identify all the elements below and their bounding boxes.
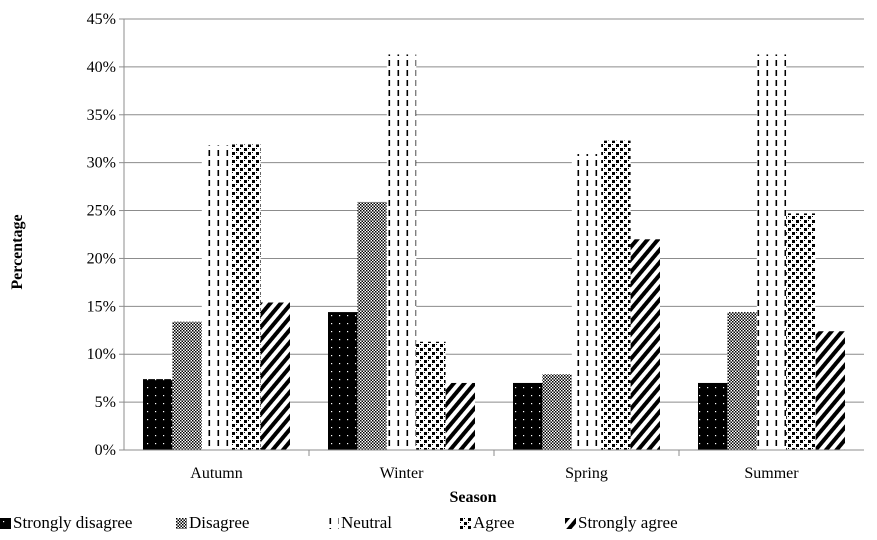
- bar-disagree-summer: [727, 312, 757, 450]
- legend-item-disagree: Disagree: [176, 513, 249, 533]
- bars: [143, 54, 845, 451]
- bar-agree-winter: [416, 341, 446, 450]
- bar-strongly-agree-autumn: [260, 302, 290, 450]
- x-tick-label: Autumn: [190, 465, 242, 482]
- legend-label: Agree: [473, 513, 515, 532]
- legend-swatch: [565, 517, 576, 529]
- legend-label: Disagree: [189, 513, 250, 532]
- bar-neutral-spring: [571, 154, 602, 450]
- bar-neutral-summer: [756, 54, 787, 451]
- bar-agree-spring: [601, 140, 631, 451]
- bar-strongly-disagree-spring: [513, 382, 543, 450]
- legend-item-strongly-disagree: Strongly disagree: [0, 513, 132, 533]
- y-tick-label: 45%: [87, 11, 116, 28]
- legend-swatch: [176, 517, 187, 529]
- legend-swatch: [328, 517, 339, 529]
- bar-strongly-agree-winter: [445, 382, 475, 450]
- x-tick-label: Winter: [380, 465, 424, 482]
- legend-label: Strongly disagree: [13, 513, 133, 532]
- legend-item-agree: Agree: [460, 513, 515, 533]
- chart: 0% 5% 10% 15% 20% 25% 30% 35% 40% 45% Autumn Winter…: [9, 11, 864, 506]
- bar-neutral-autumn: [201, 145, 232, 450]
- axes: 0% 5% 10% 15% 20% 25% 30% 35% 40% 45% Autumn Winter…: [87, 11, 864, 482]
- bar-strongly-agree-spring: [630, 239, 660, 450]
- y-tick-label: 15%: [87, 298, 116, 315]
- y-tick-label: 20%: [87, 250, 116, 267]
- y-tick-label: 5%: [95, 394, 116, 411]
- bar-strongly-agree-summer: [815, 331, 845, 450]
- legend-item-strongly-agree: Strongly agree: [565, 513, 678, 533]
- legend-swatch: [0, 517, 11, 529]
- legend-label: Neutral: [341, 513, 392, 532]
- bar-strongly-disagree-winter: [328, 312, 358, 450]
- x-tick-label: Summer: [744, 465, 799, 482]
- bar-agree-autumn: [231, 144, 261, 451]
- legend-item-neutral: Neutral: [328, 513, 392, 533]
- y-tick-label: 10%: [87, 346, 116, 363]
- bar-disagree-winter: [357, 201, 387, 450]
- y-tick-label: 0%: [95, 442, 116, 459]
- bar-disagree-autumn: [172, 321, 202, 450]
- y-tick-label: 35%: [87, 107, 116, 124]
- x-tick-label: Spring: [565, 465, 608, 482]
- y-tick-label: 30%: [87, 155, 116, 172]
- bar-strongly-disagree-summer: [698, 382, 728, 450]
- bar-strongly-disagree-autumn: [143, 379, 173, 450]
- bar-neutral-winter: [386, 54, 417, 451]
- y-tick-label: 40%: [87, 59, 116, 76]
- y-tick-label: 25%: [87, 203, 116, 220]
- bar-agree-summer: [786, 213, 816, 450]
- legend-swatch: [460, 517, 471, 529]
- x-axis-title: Season: [449, 489, 496, 506]
- y-axis-title: Percentage: [9, 214, 26, 289]
- legend-label: Strongly agree: [578, 513, 678, 532]
- bar-disagree-spring: [542, 374, 572, 450]
- legend: Strongly disagree Disagree Neutral Agree Str…: [0, 513, 877, 537]
